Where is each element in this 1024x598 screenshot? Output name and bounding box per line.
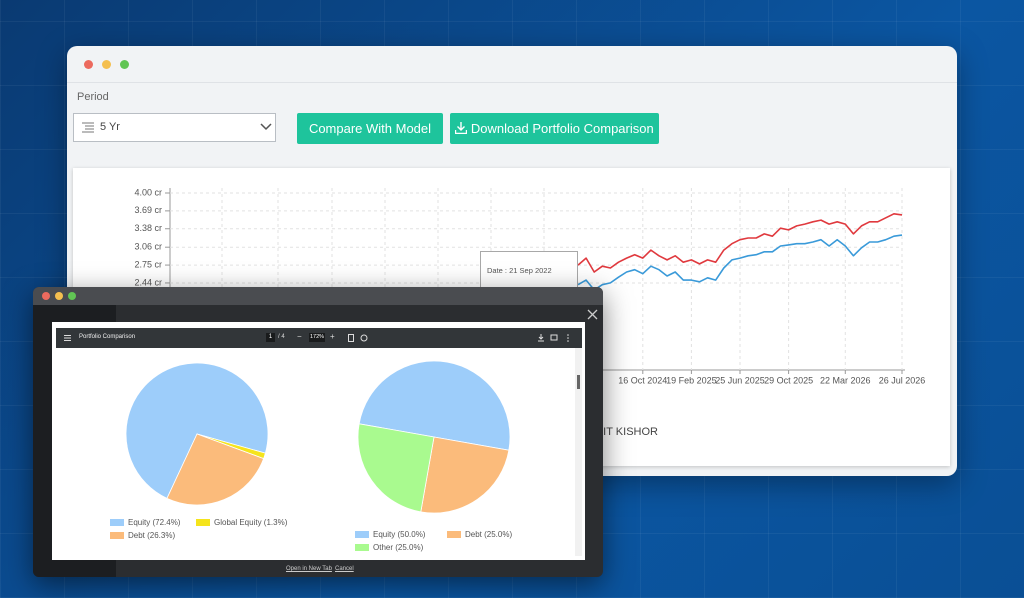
pdf-toolbar: Portfolio Comparison 1 / 4 − 172% + (56, 328, 582, 348)
pdf-title: Portfolio Comparison (79, 334, 136, 340)
compare-button[interactable]: Compare With Model (297, 113, 443, 144)
button-label: Download Portfolio Comparison (470, 121, 654, 136)
zoom-out[interactable]: − (297, 332, 302, 341)
pdf-window: Portfolio Comparison 1 / 4 − 172% + Open… (33, 287, 603, 577)
close-dot[interactable] (42, 292, 50, 300)
minimize-dot[interactable] (102, 60, 111, 69)
user-name: MIT KISHOR (594, 426, 658, 438)
action-icons[interactable] (538, 334, 574, 342)
close-dot[interactable] (84, 60, 93, 69)
dialog-close[interactable] (587, 309, 598, 320)
titlebar (33, 287, 603, 305)
chevron (260, 123, 272, 131)
period-label: Period (77, 91, 109, 103)
scrollbar[interactable] (575, 348, 582, 556)
select-icon (82, 122, 94, 133)
open-new-tab-link[interactable]: Open in New Tab (286, 566, 332, 572)
period-value: 5 Yr (100, 121, 120, 133)
download-icon (455, 122, 468, 135)
button-label: Compare With Model (308, 121, 432, 136)
page-input[interactable]: 1 (266, 333, 275, 342)
period-select[interactable]: 5 Yr (73, 113, 276, 142)
view-icons[interactable] (348, 334, 374, 342)
cancel-link[interactable]: Cancel (335, 566, 354, 572)
tooltip-date: Date : 21 Sep 2022 (487, 266, 552, 275)
zoom-dot[interactable] (120, 60, 129, 69)
pdf-frame: Portfolio Comparison 1 / 4 − 172% + (52, 322, 585, 560)
titlebar-divider (67, 82, 957, 83)
download-button[interactable]: Download Portfolio Comparison (450, 113, 659, 144)
zoom-input[interactable]: 172% (309, 333, 325, 342)
zoom-in[interactable]: + (330, 332, 335, 341)
zoom-dot[interactable] (68, 292, 76, 300)
menu-icon[interactable] (64, 335, 71, 341)
scroll-thumb[interactable] (577, 375, 580, 389)
minimize-dot[interactable] (55, 292, 63, 300)
page-count: / 4 (278, 334, 285, 340)
